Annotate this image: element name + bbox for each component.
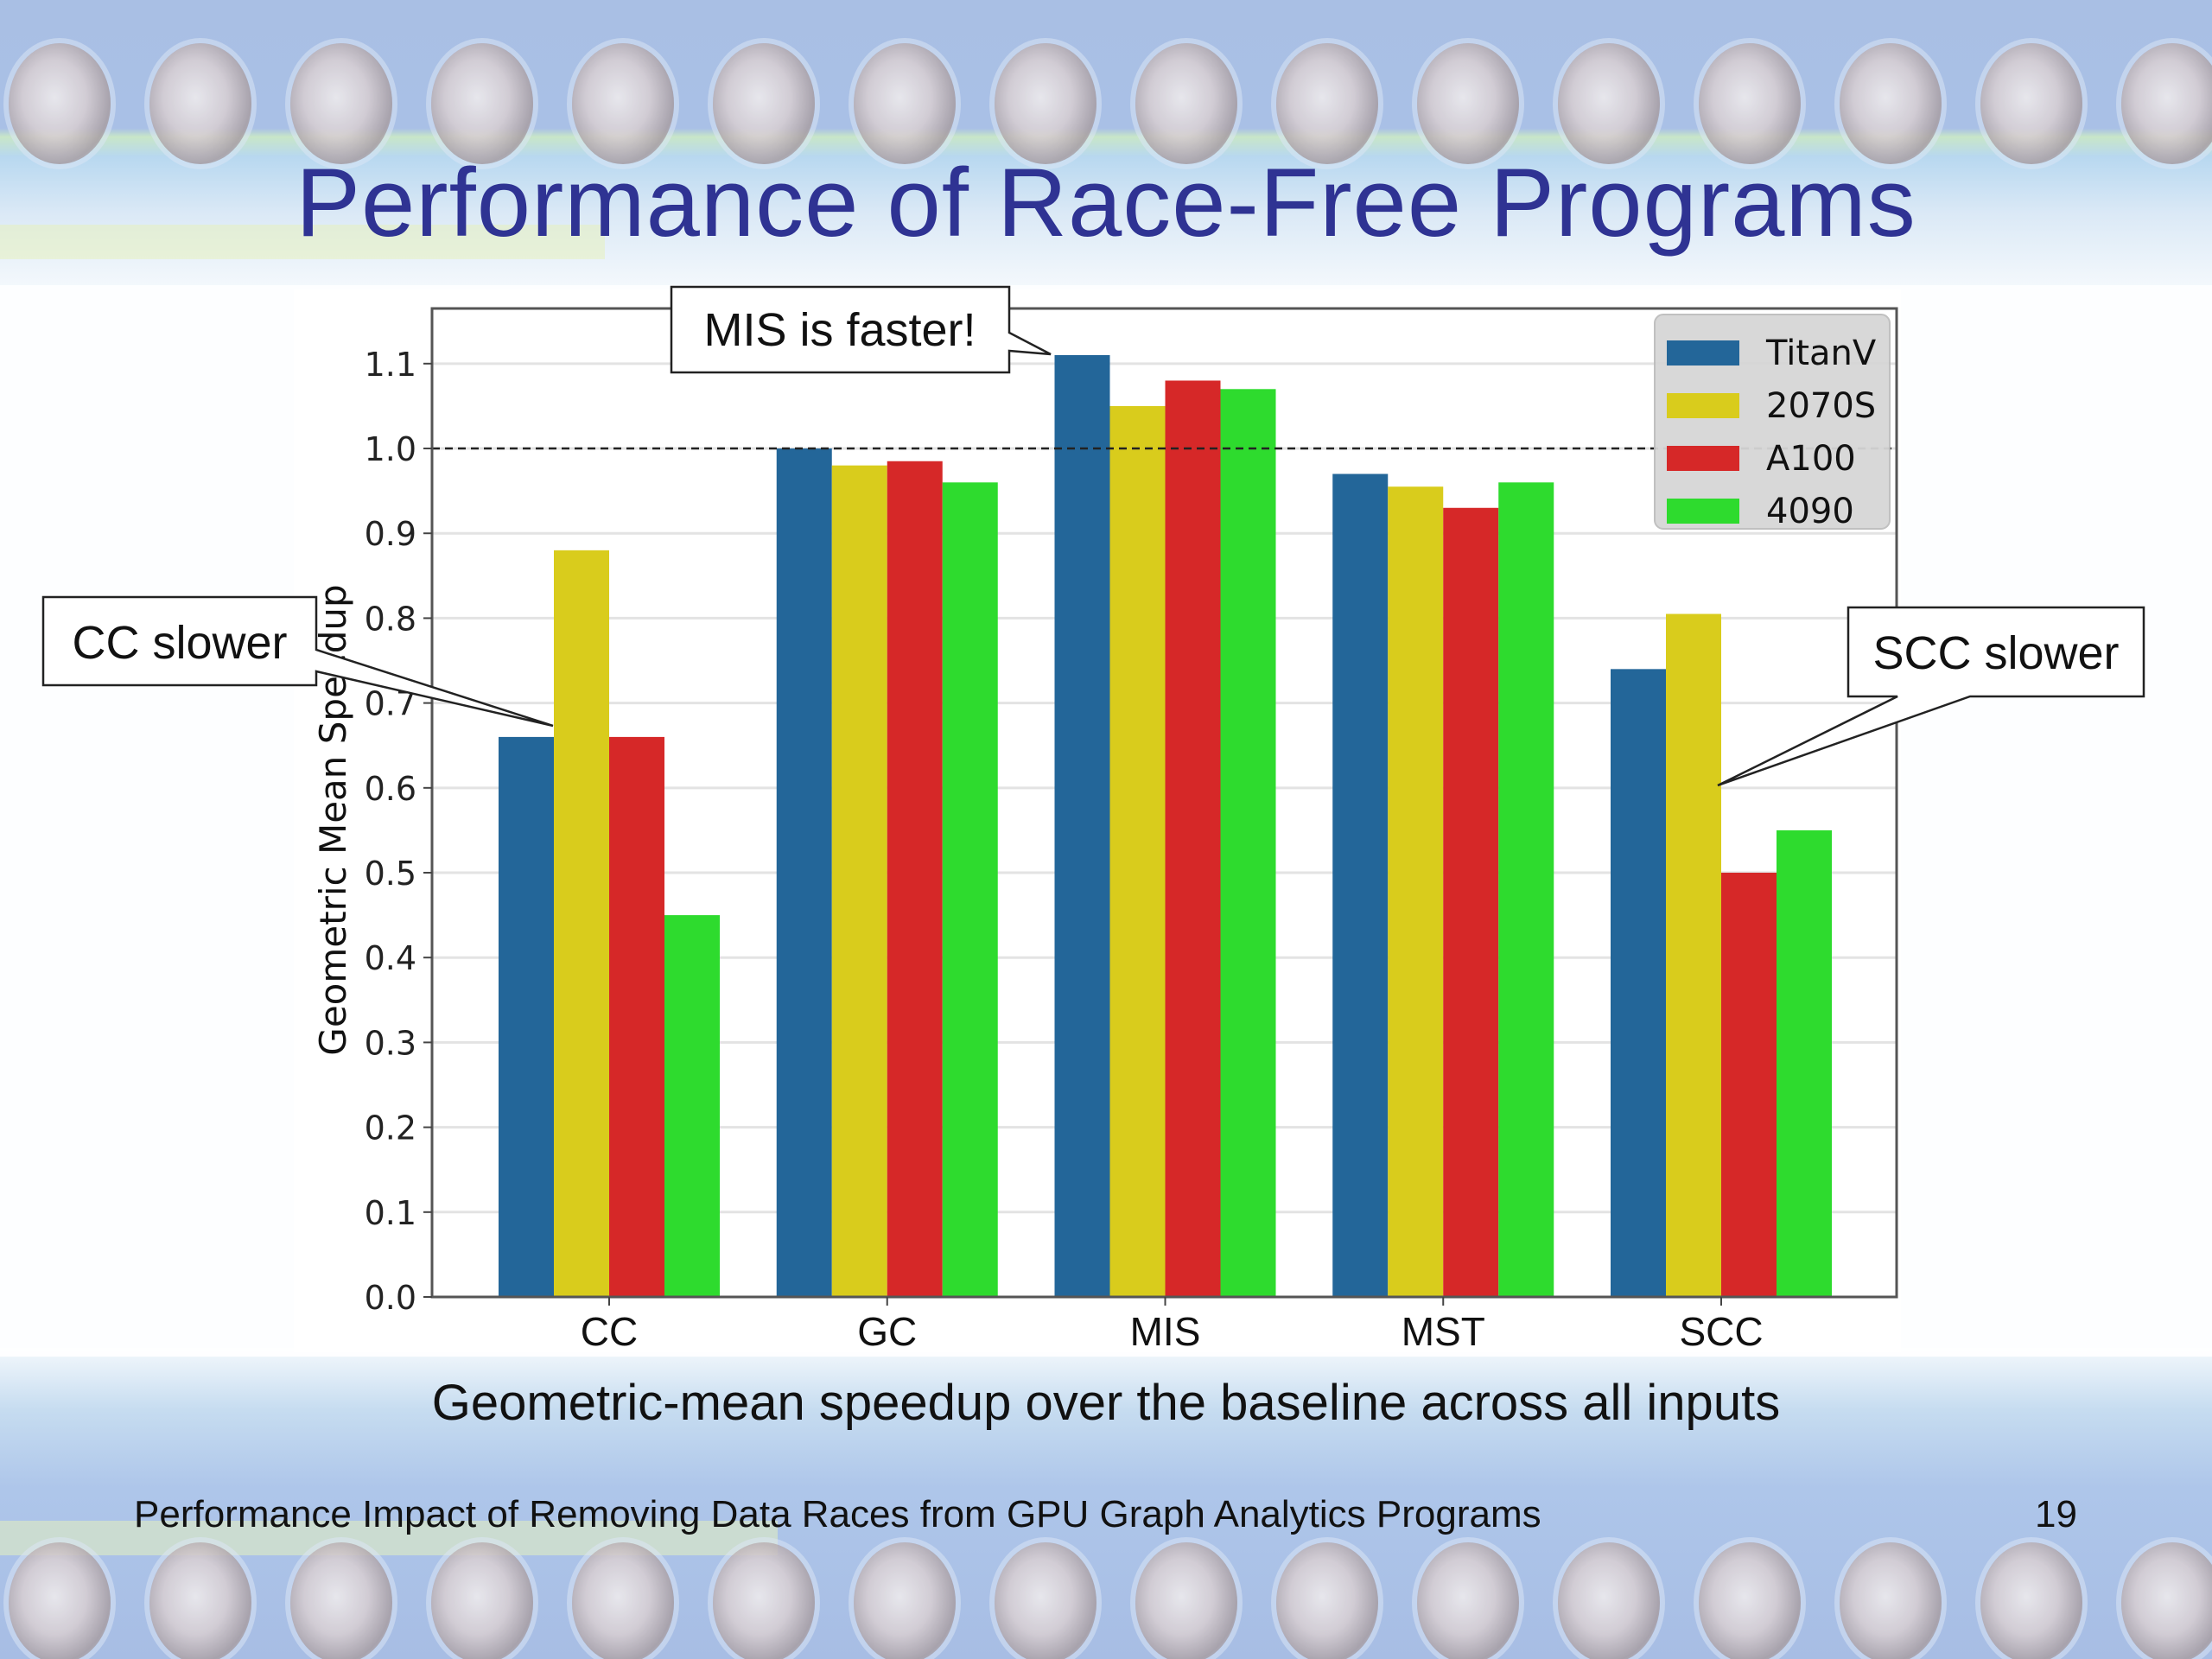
y-tick-label: 0.0 <box>365 1279 416 1317</box>
solder-pad <box>995 1542 1096 1659</box>
y-tick-label: 0.3 <box>365 1024 416 1062</box>
legend: TitanV 2070S A100 4090 <box>1654 314 1891 531</box>
legend-swatch-2070s <box>1667 393 1739 418</box>
bar-cc-4090 <box>664 915 720 1297</box>
x-tick-label: MST <box>1402 1309 1485 1354</box>
bar-mst-2070s <box>1388 486 1444 1297</box>
legend-swatch-titanv <box>1667 340 1739 365</box>
x-tick-label: SCC <box>1679 1309 1763 1354</box>
x-axis-ticks: CC GC MIS MST SCC <box>581 1297 1764 1354</box>
solder-pad <box>1276 43 1378 164</box>
y-tick-label: 0.2 <box>365 1109 416 1147</box>
y-axis-ticks: 0.00.10.20.30.40.50.60.70.80.91.01.1 <box>365 346 432 1317</box>
solder-pad <box>431 43 533 164</box>
x-tick-label: MIS <box>1130 1309 1201 1354</box>
bar-cc-2070s <box>554 550 609 1297</box>
page-number: 19 <box>2035 1493 2077 1535</box>
bars <box>499 355 1832 1298</box>
bar-mis-2070s <box>1109 405 1166 1298</box>
slide-title: Performance of Race-Free Programs <box>296 149 1916 257</box>
solder-pad <box>2121 1542 2212 1659</box>
solder-pad <box>1135 43 1237 164</box>
y-tick-label: 1.1 <box>365 346 416 384</box>
bar-scc-2070s <box>1666 613 1721 1297</box>
solder-pad <box>713 1542 815 1659</box>
solder-pad <box>1840 43 1942 164</box>
bar-mis-4090 <box>1220 389 1276 1297</box>
y-tick-label: 1.0 <box>365 430 416 468</box>
solder-pad <box>149 1542 251 1659</box>
bar-gc-4090 <box>942 482 998 1297</box>
solder-pad <box>1699 43 1801 164</box>
callout-box <box>1717 606 2145 787</box>
legend-swatch-a100 <box>1667 446 1739 471</box>
bar-gc-a100 <box>887 461 943 1297</box>
solder-pad <box>431 1542 533 1659</box>
y-tick-label: 0.1 <box>365 1194 416 1232</box>
callout-text: SCC slower <box>1872 627 2119 679</box>
y-tick-label: 0.8 <box>365 600 416 638</box>
solder-pad <box>854 43 956 164</box>
legend-label: TitanV <box>1765 334 1877 373</box>
solder-pad <box>1840 1542 1942 1659</box>
solder-pad <box>854 1542 956 1659</box>
callout-text: CC slower <box>72 617 287 669</box>
solder-pad <box>1980 1542 2082 1659</box>
solder-pad <box>1699 1542 1801 1659</box>
solder-pad <box>290 1542 392 1659</box>
bar-gc-titanv <box>776 448 832 1297</box>
x-tick-label: GC <box>857 1309 917 1354</box>
solder-pad <box>9 1542 111 1659</box>
solder-pad <box>995 43 1096 164</box>
callouts: MIS is faster! CC slower SCC slower <box>41 285 2145 787</box>
legend-box <box>1654 314 1891 530</box>
callout-box <box>670 285 1052 374</box>
chart-caption: Geometric-mean speedup over the baseline… <box>431 1375 1781 1431</box>
y-tick-label: 0.5 <box>365 855 416 893</box>
bar-mst-titanv <box>1332 474 1389 1297</box>
y-tick-label: 0.4 <box>365 939 416 977</box>
bar-cc-titanv <box>499 736 554 1297</box>
solder-pad <box>290 43 392 164</box>
callout-text: MIS is faster! <box>703 304 976 356</box>
legend-label: A100 <box>1766 439 1856 479</box>
bar-mis-titanv <box>1054 355 1110 1298</box>
y-tick-label: 0.6 <box>365 770 416 808</box>
legend-label: 2070S <box>1766 386 1876 426</box>
solder-pad <box>1558 43 1660 164</box>
solder-pad <box>1135 1542 1237 1659</box>
bar-mis-a100 <box>1165 380 1221 1298</box>
solder-pad <box>149 43 251 164</box>
bar-scc-titanv <box>1611 669 1666 1297</box>
callout-box <box>41 595 554 728</box>
circuit-trace <box>0 225 605 259</box>
solder-pad <box>1558 1542 1660 1659</box>
bar-mst-4090 <box>1498 482 1554 1297</box>
bar-scc-a100 <box>1721 873 1777 1297</box>
solder-pad <box>1276 1542 1378 1659</box>
solder-pad <box>572 1542 674 1659</box>
bar-mst-a100 <box>1443 507 1499 1297</box>
bar-scc-4090 <box>1777 830 1832 1297</box>
legend-swatch-4090 <box>1667 499 1739 524</box>
solder-pad <box>713 43 815 164</box>
solder-pad <box>572 43 674 164</box>
solder-pad <box>1417 43 1519 164</box>
y-tick-label: 0.9 <box>365 515 416 553</box>
solder-pad <box>9 43 111 164</box>
footer-text: Performance Impact of Removing Data Race… <box>134 1493 1541 1535</box>
x-tick-label: CC <box>581 1309 638 1354</box>
solder-pad <box>2121 43 2212 164</box>
bar-cc-a100 <box>609 736 664 1297</box>
solder-pad <box>1417 1542 1519 1659</box>
legend-label: 4090 <box>1766 492 1854 531</box>
bar-gc-2070s <box>831 465 887 1297</box>
solder-pad <box>1980 43 2082 164</box>
